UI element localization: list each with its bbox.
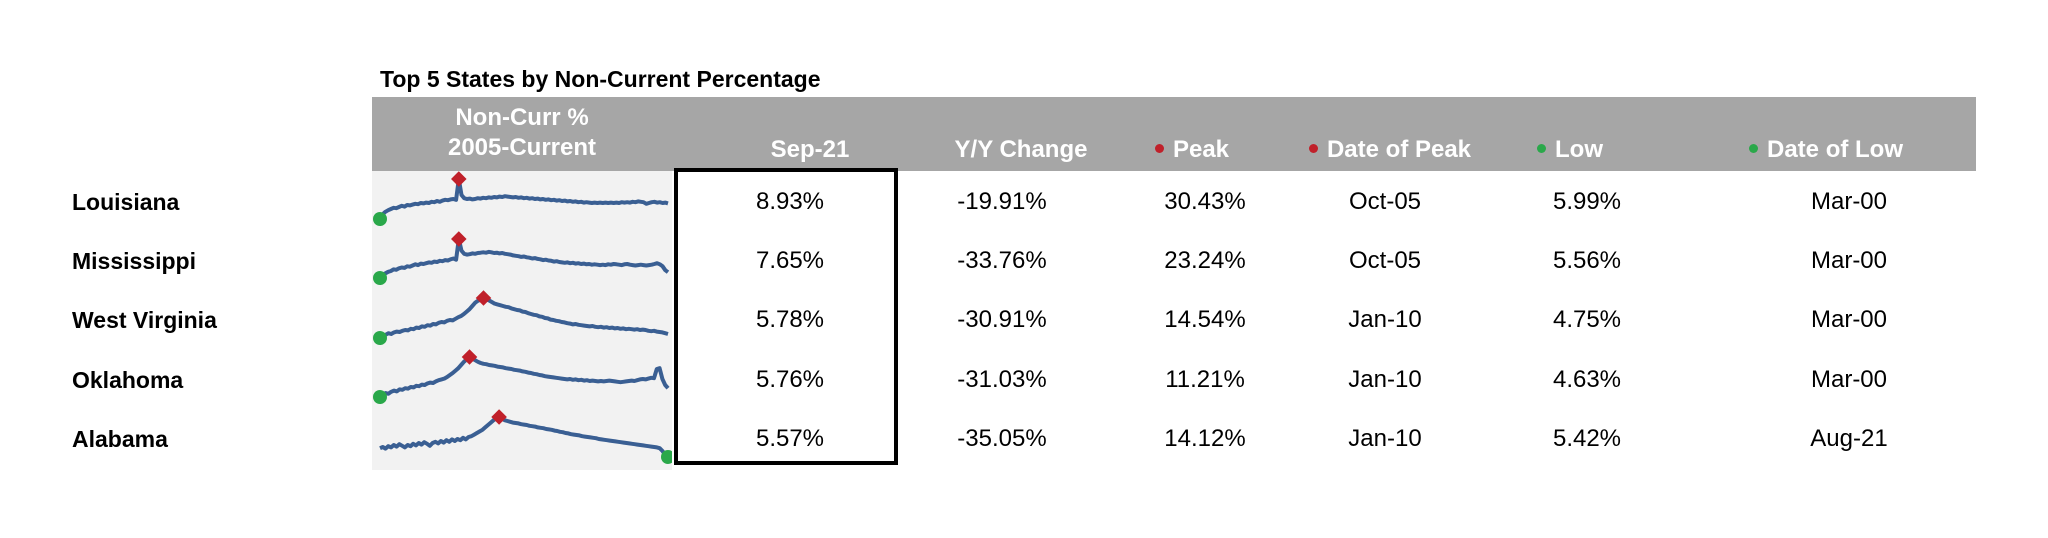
- cell-date-peak: Oct-05: [1348, 247, 1422, 274]
- cell-date-peak: Oct-05: [1348, 188, 1422, 215]
- header-date-peak: Date of Peak: [1240, 136, 1540, 164]
- cell-low: 4.75%: [1552, 306, 1622, 333]
- header-peak: Peak: [1092, 136, 1292, 164]
- cell-yoy: -31.03%: [957, 366, 1047, 393]
- header-peak-label: Peak: [1172, 136, 1230, 163]
- sparkline-series: [378, 296, 669, 340]
- sparkline-low-marker: [373, 271, 387, 285]
- cell-date-peak: Jan-10: [1348, 425, 1422, 452]
- header-sparkline: Non-Curr % 2005-Current: [372, 103, 672, 163]
- header-yoy: Y/Y Change: [954, 136, 1088, 163]
- sparkline-peak-marker: [451, 231, 467, 247]
- header-row: Non-Curr % 2005-Current Sep-21 Y/Y Chang…: [372, 97, 1976, 171]
- cell-date-low: Mar-00: [1810, 247, 1888, 274]
- low-marker-icon: [1537, 144, 1546, 154]
- cell-yoy: -35.05%: [957, 425, 1047, 452]
- cell-low: 5.42%: [1552, 425, 1622, 452]
- state-label: West Virginia: [72, 307, 217, 333]
- cell-current: 7.65%: [755, 247, 825, 274]
- cell-yoy: -30.91%: [957, 306, 1047, 333]
- sparkline-column: [373, 171, 672, 464]
- header-date-low: Date of Low: [1676, 136, 1976, 164]
- cell-date-peak: Jan-10: [1348, 306, 1422, 333]
- header-current: Sep-21: [770, 136, 850, 163]
- header-sparkline-line1: Non-Curr %: [455, 104, 589, 131]
- header-low: Low: [1470, 136, 1670, 164]
- cell-date-low: Mar-00: [1810, 306, 1888, 333]
- sparkline-series: [378, 355, 670, 399]
- state-label: Oklahoma: [72, 367, 184, 393]
- header-sparkline-line2: 2005-Current: [447, 134, 597, 161]
- table-title: Top 5 States by Non-Current Percentage: [380, 66, 821, 92]
- low-marker-icon: [1749, 144, 1758, 154]
- header-date-peak-label: Date of Peak: [1326, 136, 1472, 163]
- cell-current: 5.76%: [755, 366, 825, 393]
- cell-peak: 14.54%: [1164, 306, 1246, 333]
- sparkline-low-marker: [373, 331, 387, 345]
- cell-current: 5.57%: [755, 425, 825, 452]
- sparkline-series: [378, 237, 670, 280]
- cell-yoy: -33.76%: [957, 247, 1047, 274]
- peak-marker-icon: [1154, 144, 1164, 154]
- cell-peak: 14.12%: [1164, 425, 1246, 452]
- header-date-low-label: Date of Low: [1767, 136, 1903, 163]
- cell-low: 5.99%: [1552, 188, 1622, 215]
- peak-marker-icon: [1308, 144, 1318, 154]
- sparkline-peak-marker: [475, 290, 492, 306]
- sparkline-low-marker: [661, 450, 672, 464]
- cell-date-low: Mar-00: [1810, 366, 1888, 393]
- cell-peak: 30.43%: [1164, 188, 1246, 215]
- cell-low: 4.63%: [1552, 366, 1622, 393]
- cell-current: 8.93%: [755, 188, 825, 215]
- header-low-label: Low: [1555, 136, 1603, 163]
- cell-current: 5.78%: [755, 306, 825, 333]
- state-label: Louisiana: [72, 189, 180, 215]
- cell-peak: 11.21%: [1165, 366, 1245, 393]
- cell-date-low: Mar-00: [1810, 188, 1888, 215]
- sparkline-column-background: [372, 171, 672, 470]
- sparkline-low-marker: [373, 390, 387, 404]
- sparkline-peak-marker: [451, 171, 467, 187]
- cell-yoy: -19.91%: [957, 188, 1047, 215]
- cell-low: 5.56%: [1552, 247, 1622, 274]
- sparkline-series: [379, 415, 670, 459]
- state-label: Mississippi: [72, 248, 196, 274]
- cell-date-peak: Jan-10: [1348, 366, 1422, 393]
- current-column-highlight-box: [674, 168, 898, 465]
- state-label: Alabama: [72, 426, 168, 452]
- sparkline-series: [378, 177, 669, 220]
- cell-date-low: Aug-21: [1810, 425, 1888, 452]
- sparkline-low-marker: [373, 212, 387, 226]
- cell-peak: 23.24%: [1164, 247, 1246, 274]
